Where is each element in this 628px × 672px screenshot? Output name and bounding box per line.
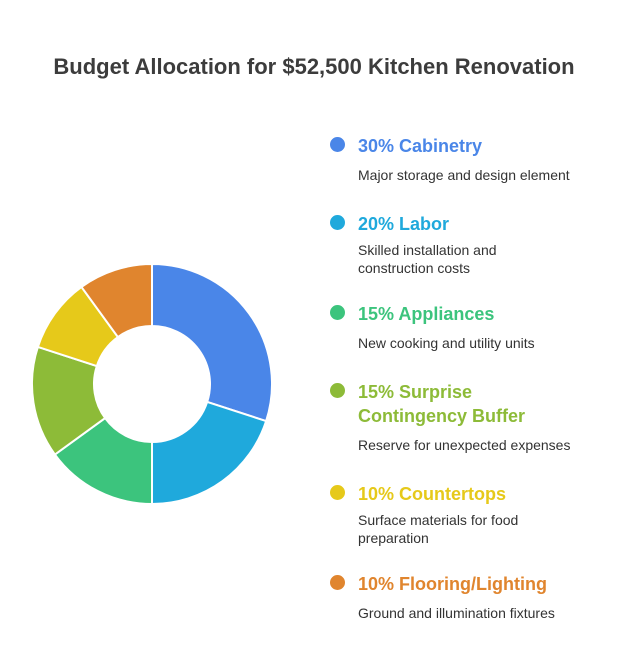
legend-desc-labor: Skilled installation and construction co… <box>358 242 497 276</box>
legend-label-countertops: 10% Countertops <box>358 484 507 504</box>
legend-dot-countertops <box>330 485 345 500</box>
legend-desc-flooring-lighting: Ground and illumination fixtures <box>358 605 555 621</box>
legend-dot-flooring-lighting <box>330 575 345 590</box>
legend-label-contingency: 15% Surprise Contingency Buffer <box>358 382 526 426</box>
legend-dot-appliances <box>330 305 345 320</box>
legend-dot-contingency <box>330 383 345 398</box>
chart-title: Budget Allocation for $52,500 Kitchen Re… <box>53 54 575 79</box>
slice-cabinetry <box>151 262 273 423</box>
slice-flooring-lighting <box>80 262 153 339</box>
slice-labor <box>151 400 268 506</box>
legend-desc-cabinetry: Major storage and design element <box>358 167 570 183</box>
legend-desc-countertops: Surface materials for food preparation <box>358 512 519 546</box>
legend-label-cabinetry: 30% Cabinetry <box>358 136 483 156</box>
legend-desc-contingency: Reserve for unexpected expenses <box>358 437 571 453</box>
donut-chart <box>31 262 273 506</box>
legend-label-flooring-lighting: 10% Flooring/Lighting <box>358 574 547 594</box>
legend-label-labor: 20% Labor <box>358 214 450 234</box>
legend-desc-appliances: New cooking and utility units <box>358 335 535 351</box>
legend-dot-cabinetry <box>330 137 345 152</box>
legend-label-appliances: 15% Appliances <box>358 304 495 324</box>
legend-dot-labor <box>330 215 345 230</box>
